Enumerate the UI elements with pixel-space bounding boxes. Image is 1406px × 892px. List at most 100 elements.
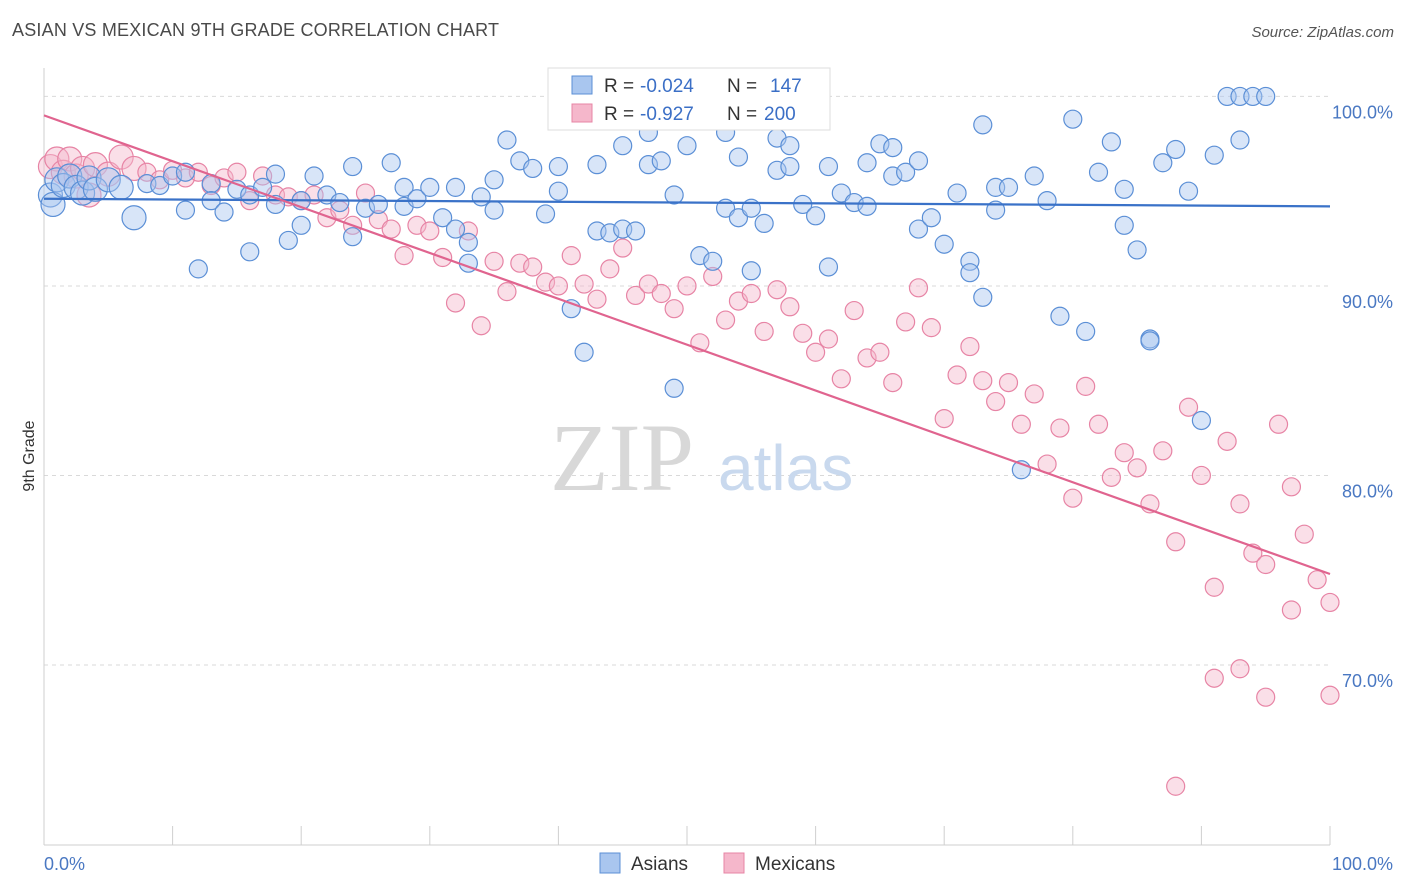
asian-point-101	[960, 263, 980, 283]
asian-point-89	[857, 153, 877, 173]
asian-point-42	[433, 208, 453, 228]
mexican-point-37	[471, 316, 491, 336]
mexican-point-49	[625, 285, 646, 306]
asian-point-78	[754, 213, 774, 233]
mexican-point-61	[780, 297, 800, 317]
mexican-point-71	[908, 278, 929, 298]
asian-point-95	[908, 151, 929, 171]
asian-point-121	[1166, 139, 1186, 160]
mexican-point-69	[883, 372, 903, 393]
mexican-point-43	[548, 276, 569, 296]
x-tick-label-max: 100.0%	[1332, 854, 1393, 874]
asian-point-44	[445, 219, 466, 239]
asian-point-37	[381, 153, 401, 173]
asian-point-36	[368, 194, 388, 215]
legend-r-label-mexicans: R =	[604, 104, 634, 125]
asian-point-8	[82, 176, 109, 202]
asian-point-96	[908, 219, 929, 239]
asian-point-86	[818, 257, 839, 277]
bottom-legend: Asians Mexicans	[599, 852, 835, 875]
asian-point-66	[651, 151, 671, 171]
legend-r-label-asians: R =	[604, 76, 634, 97]
mexican-point-64	[818, 329, 839, 349]
mexican-point-85	[1088, 414, 1109, 434]
asian-point-50	[497, 130, 517, 150]
asian-point-83	[793, 194, 813, 215]
chart-source: Source: ZipAtlas.com	[1251, 24, 1394, 41]
asian-point-13	[150, 175, 170, 196]
asian-point-48	[484, 170, 504, 190]
asian-point-41	[420, 177, 440, 197]
mexican-point-46	[587, 289, 607, 309]
asian-point-33	[343, 156, 363, 177]
mexican-point-103	[1320, 592, 1340, 613]
asian-point-91	[870, 134, 890, 154]
asian-point-9	[95, 167, 121, 193]
mexican-point-99	[1268, 414, 1289, 434]
asian-point-97	[921, 208, 941, 228]
watermark: ZIP atlas	[550, 404, 853, 511]
mexican-point-42	[535, 272, 556, 292]
mexican-point-96	[1230, 494, 1250, 514]
asian-point-54	[548, 156, 569, 177]
mexican-point-104	[1320, 685, 1340, 705]
asian-point-60	[600, 223, 620, 243]
asian-point-62	[613, 136, 633, 156]
asian-point-124	[1204, 145, 1224, 165]
mexican-point-107	[1204, 668, 1224, 688]
asian-point-123	[1191, 410, 1212, 431]
asian-point-76	[741, 261, 761, 281]
mexican-point-60	[767, 280, 787, 300]
asian-point-111	[1063, 109, 1083, 129]
mexican-point-58	[741, 283, 761, 304]
legend-n-label-asians: N =	[727, 76, 757, 97]
asian-point-14	[163, 166, 183, 186]
asian-point-30	[304, 166, 324, 186]
mexican-point-84	[1076, 376, 1096, 396]
mexican-point-63	[805, 342, 826, 362]
mexican-point-106	[1230, 659, 1250, 679]
asian-point-29	[291, 215, 311, 235]
asian-point-25	[265, 164, 286, 184]
asian-point-22	[240, 242, 260, 262]
mexican-point-45	[574, 274, 594, 294]
mexican-point-55	[703, 266, 723, 287]
mexican-point-88	[1127, 458, 1147, 478]
asian-point-81	[780, 156, 800, 177]
asian-point-0	[37, 182, 64, 208]
mexican-point-93	[1191, 465, 1212, 486]
mexican-point-18	[227, 162, 247, 182]
asian-point-102	[973, 287, 993, 307]
chart-title: ASIAN VS MEXICAN 9TH GRADE CORRELATION C…	[12, 20, 500, 40]
mexican-point-108	[1166, 776, 1186, 796]
asian-point-116	[1114, 215, 1134, 235]
asian-point-129	[1256, 86, 1276, 107]
asian-point-87	[831, 183, 851, 203]
y-tick-label-90: 90.0%	[1342, 292, 1393, 312]
mexican-point-33	[420, 221, 440, 241]
bottom-legend-swatch-mexicans	[723, 852, 745, 874]
asian-point-113	[1088, 162, 1109, 182]
asian-point-69	[677, 136, 697, 156]
mexican-point-100	[1281, 477, 1302, 497]
mexican-point-52	[664, 299, 684, 319]
mexican-point-72	[921, 318, 941, 338]
asian-point-52	[523, 158, 543, 179]
mexican-point-50	[638, 274, 659, 294]
legend-n-label-mexicans: N =	[727, 104, 757, 125]
asian-point-110	[1050, 306, 1070, 326]
mexican-point-51	[651, 283, 671, 304]
asian-point-27	[278, 230, 298, 251]
mexican-point-59	[754, 321, 774, 342]
asian-point-120	[1153, 153, 1173, 173]
asian-point-53	[535, 204, 556, 224]
asian-point-20	[214, 202, 234, 222]
legend-r-value-mexicans: -0.927	[640, 104, 694, 125]
mexican-point-92	[1178, 397, 1199, 417]
asian-point-114	[1101, 132, 1121, 152]
mexican-point-95	[1217, 431, 1237, 451]
mexican-point-41	[523, 257, 543, 277]
asian-point-109	[1037, 191, 1057, 211]
asian-point-32	[330, 192, 350, 213]
mexican-point-76	[973, 371, 993, 391]
